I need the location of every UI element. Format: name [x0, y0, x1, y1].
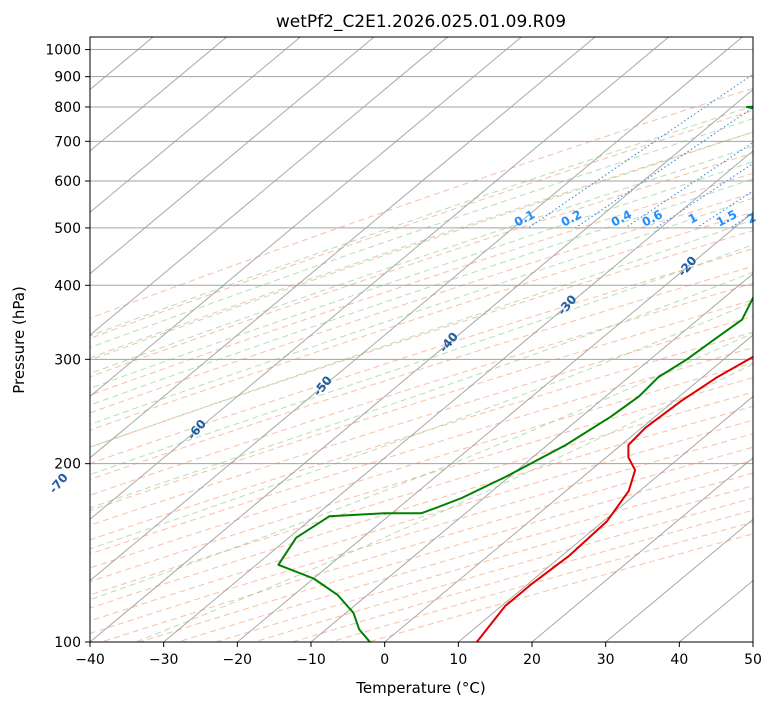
x-tick-label: −20 [223, 652, 253, 668]
y-axis-label: Pressure (hPa) [10, 286, 28, 394]
isotherm-label: -20 [675, 254, 700, 280]
x-tick-label: 10 [449, 652, 467, 668]
mixing-ratio-label: 1 [686, 210, 700, 226]
isotherm-line [0, 37, 6, 642]
dry-adiabat-line [0, 37, 775, 642]
moist-adiabat-line [0, 37, 775, 642]
isotherm-line [458, 37, 775, 642]
y-tick-label: 800 [54, 100, 81, 116]
y-tick-label: 600 [54, 174, 81, 190]
y-tick-label: 900 [54, 70, 81, 86]
moist-adiabat-line [0, 37, 775, 642]
x-axis-label: Temperature (°C) [355, 679, 485, 697]
isotherm-label: -50 [310, 373, 335, 399]
dry-adiabat-line [0, 37, 775, 642]
isotherm-line [311, 37, 775, 642]
chart-title: wetPf2_C2E1.2026.025.01.09.R09 [276, 12, 566, 32]
moist-adiabat-line [0, 37, 775, 642]
isotherm-line [164, 37, 775, 642]
dry-adiabat-line [0, 37, 775, 642]
moist-adiabat-line [0, 37, 775, 642]
isotherm-line [16, 37, 742, 642]
dry-adiabat-line [0, 37, 775, 642]
dry-adiabat-line [0, 37, 775, 642]
isotherm-line [237, 37, 775, 642]
x-tick-label: 0 [380, 652, 389, 668]
dry-adiabat-line [0, 37, 775, 642]
dry-adiabat-line [0, 37, 775, 642]
dry-adiabat-line [0, 37, 775, 642]
y-tick-label: 700 [54, 134, 81, 150]
x-tick-label: 50 [744, 652, 762, 668]
y-tick-label: 300 [54, 352, 81, 368]
dry-adiabat-line [0, 37, 775, 642]
dry-adiabat-line [0, 37, 775, 642]
dry-adiabat-line [0, 37, 775, 642]
y-tick-label: 500 [54, 221, 81, 237]
dry-adiabat-line [0, 37, 775, 642]
dry-adiabat-line [0, 37, 775, 642]
y-tick-label: 100 [54, 635, 81, 651]
dry-adiabat-line [0, 37, 775, 642]
moist-adiabat-line [0, 37, 775, 642]
mixing-ratio-label: 0.6 [640, 207, 665, 229]
mixing-ratio-label: 0.4 [609, 207, 634, 229]
isotherm-line [753, 37, 775, 642]
mixing-ratio-label: 0.2 [559, 207, 584, 229]
isotherm-label: -60 [184, 417, 209, 443]
dry-adiabat-line [331, 37, 775, 642]
mixing-ratio-line [755, 37, 775, 228]
y-tick-label: 200 [54, 457, 81, 473]
isotherm-label: -40 [436, 330, 461, 356]
mixing-ratio-line [529, 37, 775, 228]
x-tick-label: 30 [597, 652, 615, 668]
isotherm-line [679, 37, 775, 642]
mixing-ratio-line [575, 37, 775, 228]
x-tick-label: −40 [75, 652, 105, 668]
temperature-profile-line [477, 101, 775, 642]
y-tick-label: 1000 [45, 43, 81, 59]
moist-adiabat-line [0, 37, 775, 642]
isotherm-line [0, 37, 300, 642]
dry-adiabat-line [0, 37, 775, 642]
isotherm-line [0, 37, 374, 642]
isotherm-line [0, 37, 595, 642]
dewpoint-profile-line [278, 101, 775, 642]
x-tick-label: 40 [670, 652, 688, 668]
x-tick-label: −10 [296, 652, 326, 668]
dry-adiabat-line [0, 37, 775, 642]
dry-adiabat-line [0, 37, 775, 642]
dry-adiabat-line [0, 37, 775, 642]
dry-adiabat-line [292, 37, 775, 642]
isotherm-label: -70 [46, 471, 71, 497]
moist-adiabat-line [0, 37, 775, 642]
plot-frame [90, 37, 753, 642]
moist-adiabat-line [0, 37, 775, 642]
y-tick-label: 400 [54, 278, 81, 294]
x-tick-label: 20 [523, 652, 541, 668]
dry-adiabat-line [0, 37, 775, 642]
mixing-ratio-label: 2 [744, 210, 758, 226]
moist-adiabat-line [0, 37, 775, 642]
moist-adiabat-line [0, 37, 775, 642]
moist-adiabat-line [0, 37, 775, 642]
moist-adiabat-line [0, 37, 775, 642]
x-tick-label: −30 [149, 652, 179, 668]
